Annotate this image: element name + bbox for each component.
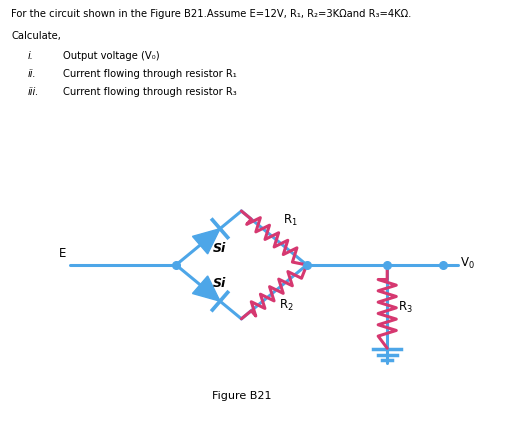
Text: ii.: ii. xyxy=(28,69,36,79)
Text: Current flowing through resistor R₃: Current flowing through resistor R₃ xyxy=(63,86,236,96)
Text: Current flowing through resistor R₁: Current flowing through resistor R₁ xyxy=(63,69,236,79)
Text: R$_2$: R$_2$ xyxy=(279,297,294,312)
Text: i.: i. xyxy=(28,51,34,61)
Polygon shape xyxy=(192,229,220,254)
Text: Output voltage (V₀): Output voltage (V₀) xyxy=(63,51,160,61)
Text: R$_3$: R$_3$ xyxy=(398,299,413,314)
Text: iii.: iii. xyxy=(28,86,39,96)
Text: R$_1$: R$_1$ xyxy=(283,213,298,227)
Text: For the circuit shown in the Figure B21.Assume E=12V, R₁, R₂=3KΩand R₃=4KΩ.: For the circuit shown in the Figure B21.… xyxy=(11,9,411,19)
Text: Figure B21: Figure B21 xyxy=(212,390,271,400)
Text: Calculate,: Calculate, xyxy=(11,31,61,40)
Text: Si: Si xyxy=(212,276,226,289)
Text: E: E xyxy=(59,247,67,259)
Text: V$_0$: V$_0$ xyxy=(460,255,475,271)
Text: Si: Si xyxy=(212,241,226,254)
Polygon shape xyxy=(192,276,220,302)
